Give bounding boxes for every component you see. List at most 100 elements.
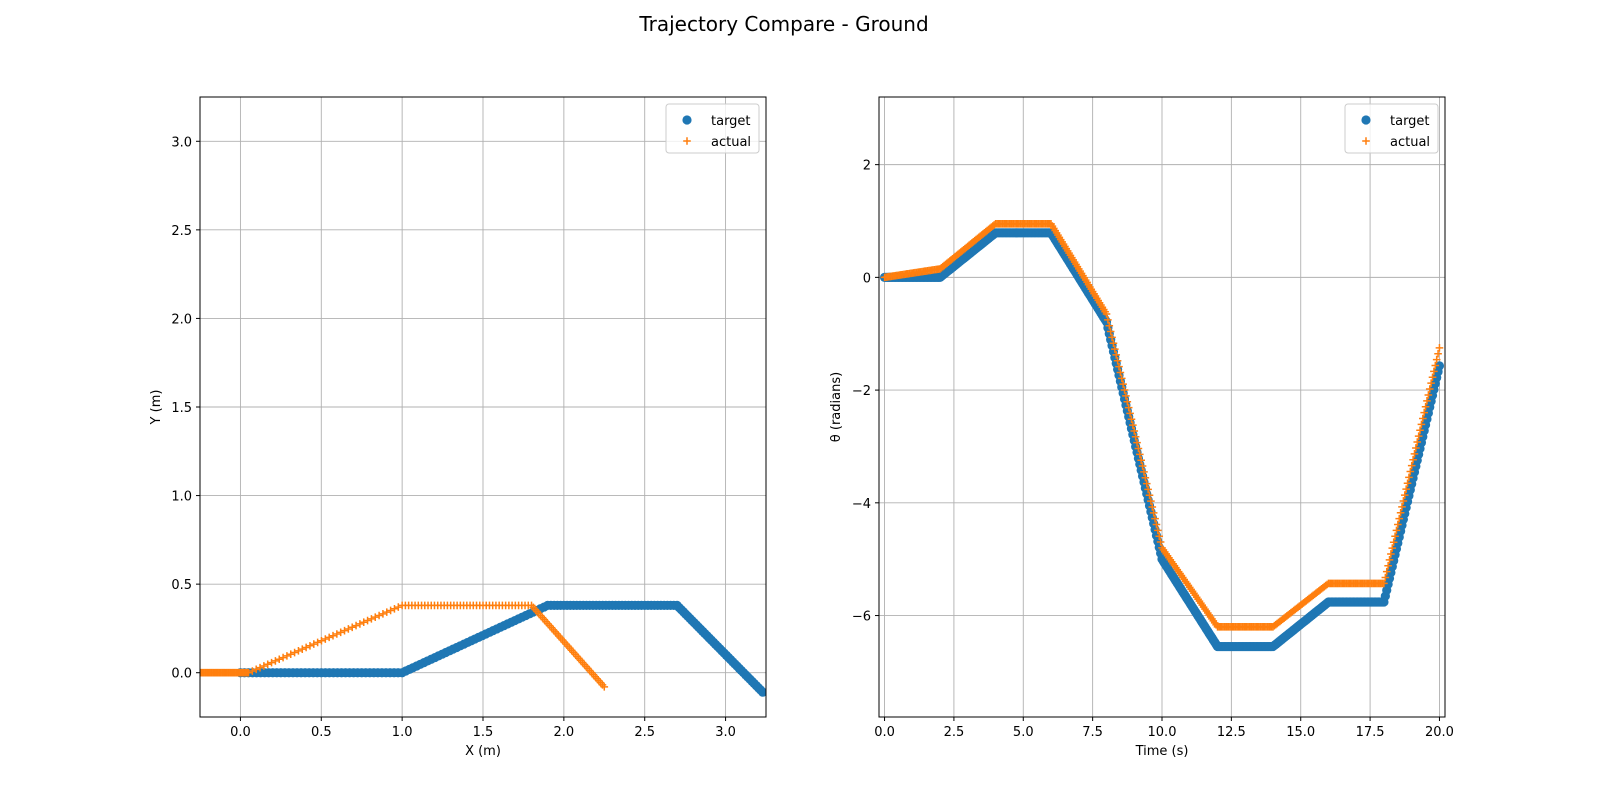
actual-point [390, 604, 399, 613]
actual-point [359, 618, 368, 627]
actual-point [1104, 316, 1112, 324]
actual-point [283, 652, 291, 660]
actual-point [1123, 397, 1132, 406]
actual-point [333, 630, 341, 638]
actual-point [1119, 380, 1127, 388]
actual-point [1140, 468, 1148, 476]
actual-point [1117, 374, 1126, 383]
actual-point [1148, 503, 1157, 511]
actual-point [1109, 339, 1118, 348]
legend-marker-target [1361, 115, 1371, 125]
actual-point [371, 613, 380, 621]
actual-point [367, 615, 376, 623]
y-tick-label: 2.0 [171, 312, 192, 327]
actual-point [1414, 432, 1423, 440]
legend-label-actual: actual [711, 135, 751, 150]
actual-point [1387, 550, 1395, 558]
actual-point [1392, 526, 1401, 535]
actual-point [1147, 497, 1155, 505]
actual-point [286, 650, 295, 659]
actual-point [1417, 420, 1426, 429]
actual-point [279, 653, 287, 662]
x-axis-label: Time (s) [1135, 744, 1189, 759]
actual-point [1405, 473, 1413, 482]
y-tick-label: 0.0 [171, 667, 192, 682]
x-tick-label: 2.5 [634, 725, 655, 740]
actual-point [340, 626, 349, 635]
actual-point [1396, 508, 1405, 517]
actual-point [1394, 520, 1402, 529]
legend-label-target: target [1390, 114, 1430, 129]
actual-point [1154, 526, 1162, 535]
actual-point [290, 648, 299, 657]
legend: target actual [1344, 103, 1439, 154]
y-tick-label: 1.5 [171, 401, 192, 416]
actual-point [1151, 514, 1159, 523]
actual-point [600, 683, 609, 691]
actual-point [244, 668, 253, 677]
actual-point [1424, 391, 1433, 399]
actual-point [1413, 438, 1422, 446]
actual-point [1412, 444, 1420, 452]
actual-point [1382, 567, 1391, 576]
x-tick-label: 1.5 [473, 725, 494, 740]
actual-point [382, 608, 391, 616]
x-tick-label: 7.5 [1082, 725, 1103, 740]
actual-point [363, 616, 372, 625]
actual-point [313, 638, 322, 647]
actual-point [1409, 455, 1417, 464]
legend-marker-actual [683, 137, 691, 145]
x-tick-label: 17.5 [1356, 725, 1385, 740]
actual-point [1431, 361, 1440, 370]
actual-point [1407, 461, 1416, 470]
actual-point [1435, 344, 1444, 352]
actual-point [1105, 321, 1114, 330]
y-tick-label: −6 [852, 610, 871, 625]
y-axis-label: θ (radians) [829, 372, 844, 442]
actual-point [1384, 561, 1392, 570]
legend-label-actual: actual [1390, 135, 1430, 150]
y-tick-label: 3.0 [171, 135, 192, 150]
x-tick-label: 2.0 [554, 725, 575, 740]
actual-point [263, 660, 272, 669]
actual-point [267, 658, 276, 667]
actual-point [1399, 497, 1408, 505]
actual-point [1395, 514, 1404, 523]
actual-point [394, 603, 403, 611]
plot-area [879, 220, 1445, 652]
actual-point [1428, 373, 1437, 382]
y-tick-label: −2 [852, 384, 871, 399]
x-axis-label: X (m) [465, 744, 501, 759]
target-point [1434, 361, 1445, 371]
actual-point [317, 636, 326, 645]
actual-point [1134, 444, 1143, 453]
actual-point [321, 635, 330, 643]
legend: target actual [665, 103, 760, 154]
actual-point [1120, 386, 1129, 394]
actual-point [302, 643, 310, 652]
actual-point [344, 625, 353, 633]
actual-point [1427, 379, 1435, 387]
actual-point [248, 667, 257, 675]
actual-point [1130, 427, 1139, 435]
actual-point [336, 628, 345, 637]
x-tick-label: 2.5 [944, 725, 965, 740]
actual-point [1113, 356, 1122, 365]
actual-point [1410, 450, 1419, 458]
actual-point [1432, 355, 1441, 364]
theta-time-chart: 0.0 2.5 5.0 7.5 10.0 12.5 15.0 17.5 20.0 2 0 −2 −4 −6… [829, 96, 1454, 759]
legend-marker-actual [1362, 137, 1370, 145]
x-tick-label: 0.0 [874, 725, 895, 740]
actual-point [356, 620, 364, 628]
actual-point [1136, 450, 1144, 459]
actual-point [1149, 509, 1158, 517]
actual-point [1126, 409, 1134, 418]
legend-label-target: target [711, 114, 751, 129]
x-tick-label: 0.5 [311, 725, 332, 740]
actual-point [1398, 503, 1406, 511]
actual-point [1127, 415, 1136, 424]
actual-point [1419, 414, 1427, 423]
y-tick-label: 0 [863, 271, 871, 286]
actual-point [1400, 491, 1409, 499]
